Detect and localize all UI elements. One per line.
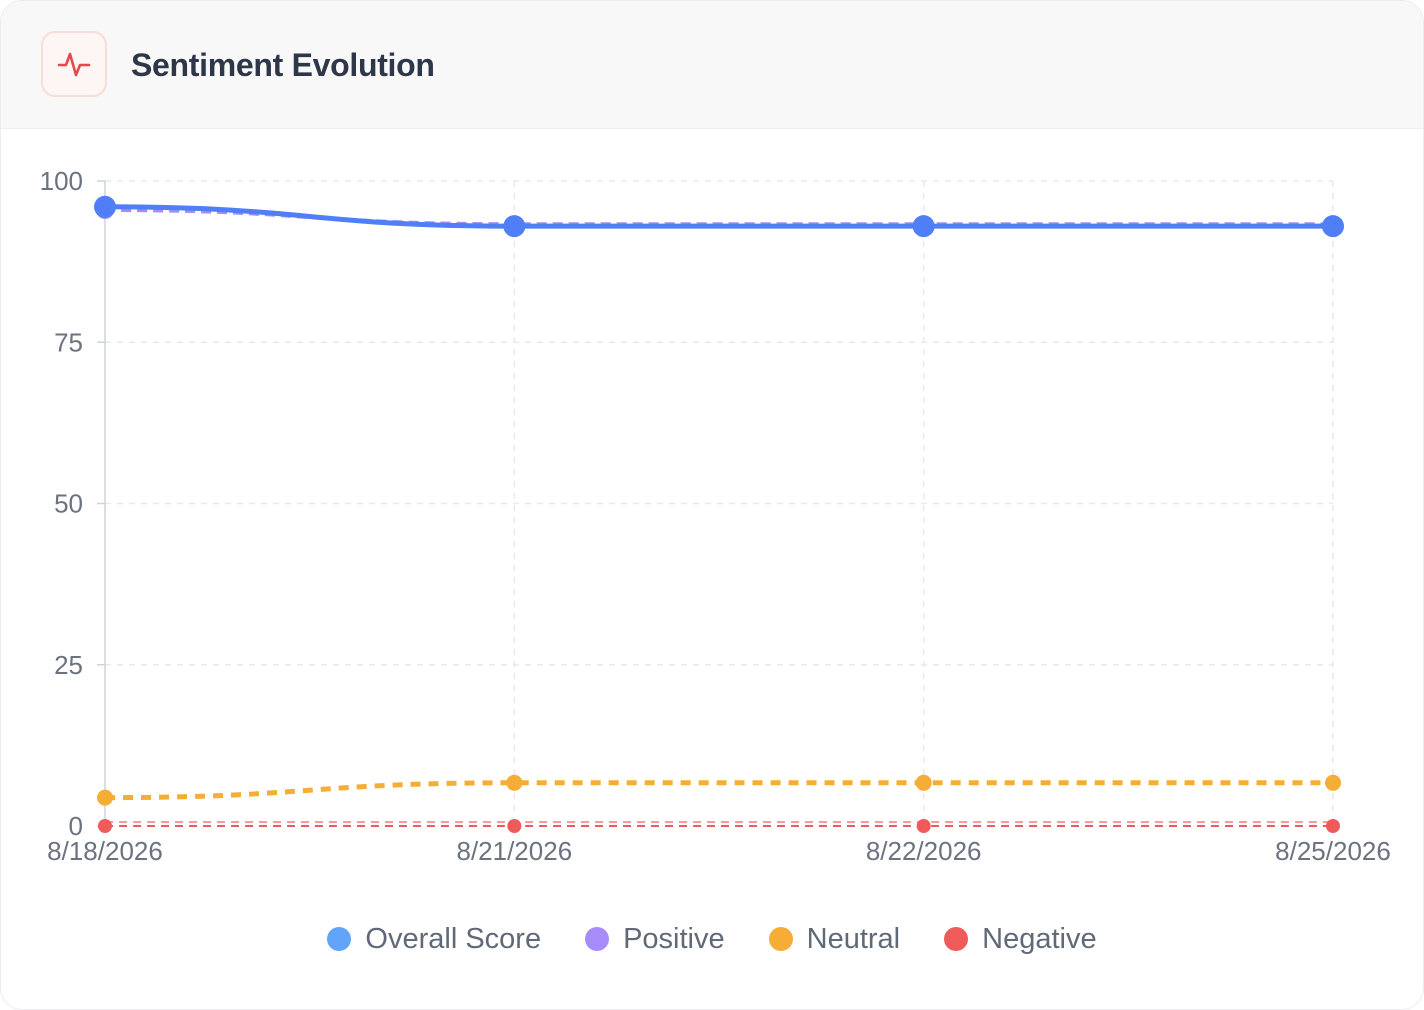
card-title: Sentiment Evolution	[131, 47, 435, 83]
data-point-neutral	[1325, 774, 1341, 791]
legend-item-neutral[interactable]: Neutral	[768, 922, 901, 956]
header-icon-box	[41, 31, 107, 97]
x-tick-label: 8/22/2026	[866, 836, 982, 866]
data-point-overall-score	[94, 195, 116, 218]
y-tick-label: 75	[54, 327, 83, 357]
legend-label: Negative	[982, 922, 1097, 955]
data-point-negative	[916, 819, 931, 833]
legend-label: Positive	[623, 922, 725, 955]
legend-dot-icon	[768, 927, 793, 951]
series-line-overall-score	[104, 204, 1333, 229]
y-tick-label: 0	[69, 811, 83, 841]
data-point-overall-score	[1322, 215, 1344, 238]
x-tick-label: 8/25/2026	[1275, 836, 1391, 866]
legend-dot-icon	[327, 927, 352, 951]
legend-dot-icon	[944, 927, 969, 951]
data-point-negative	[1326, 819, 1340, 833]
pulse-icon	[57, 52, 91, 77]
x-tick-label: 8/21/2026	[456, 836, 572, 866]
legend-item-positive[interactable]: Positive	[585, 923, 725, 956]
y-tick-label: 50	[54, 489, 83, 519]
y-tick-label: 100	[40, 166, 83, 196]
data-point-negative	[98, 819, 112, 833]
legend-label: Overall Score	[365, 922, 542, 955]
x-tick-label: 8/18/2026	[47, 836, 163, 866]
series-line-neutral	[104, 780, 1333, 801]
data-point-overall-score	[912, 215, 935, 238]
y-tick-label: 25	[54, 650, 83, 680]
legend-label: Neutral	[806, 922, 901, 955]
chart-legend: Overall Score Positive Neutral Negative	[1, 916, 1423, 962]
data-point-neutral	[506, 774, 523, 791]
line-chart: 0 25 50 75 100 8/18/2026 8/21/2026 8/22/2026 8/2…	[40, 166, 1391, 866]
legend-item-negative[interactable]: Negative	[944, 922, 1097, 956]
data-point-neutral	[915, 774, 932, 791]
legend-item-overall-score[interactable]: Overall Score	[327, 923, 541, 956]
legend-dot-icon	[585, 927, 610, 951]
data-point-negative	[507, 819, 522, 833]
data-point-neutral	[97, 789, 113, 806]
data-point-overall-score	[503, 215, 526, 238]
card-header: Sentiment Evolution	[1, 1, 1423, 129]
